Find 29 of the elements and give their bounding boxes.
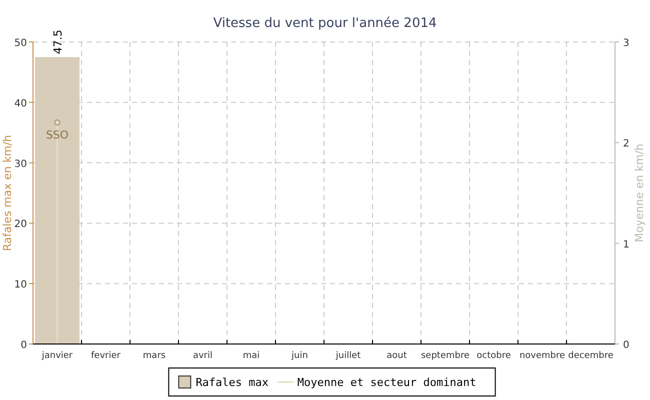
y2-axis-title: Moyenne en km/h xyxy=(633,144,646,242)
x-tick-label: fevrier xyxy=(91,351,121,361)
x-tick-label: novembre xyxy=(519,351,566,361)
x-tick-label: juin xyxy=(290,351,308,361)
y-tick-label: 0 xyxy=(20,340,27,351)
y-tick-label: 40 xyxy=(14,98,27,110)
y2-tick-label: 2 xyxy=(623,138,630,150)
x-tick-label: mai xyxy=(242,351,260,361)
y2-tick-label: 1 xyxy=(623,239,630,250)
chart-title: Vitesse du vent pour l'année 2014 xyxy=(213,16,437,31)
x-tick-label: aout xyxy=(386,351,408,361)
data-label: SSO xyxy=(46,128,69,142)
y-tick-label: 30 xyxy=(14,158,27,170)
legend-label: Moyenne et secteur dominant xyxy=(297,376,476,389)
y-axis-title: Rafales max en km/h xyxy=(1,134,14,252)
y-tick-label: 10 xyxy=(14,280,27,291)
y2-tick-label: 3 xyxy=(623,38,630,49)
x-tick-label: avril xyxy=(192,351,213,361)
y-tick-label: 20 xyxy=(14,219,27,230)
x-tick-label: janvier xyxy=(40,351,73,361)
y-tick-label: 50 xyxy=(14,38,27,49)
data-label: 47.5 xyxy=(51,30,64,54)
x-tick-label: decembre xyxy=(568,351,614,361)
x-tick-label: octobre xyxy=(476,351,512,361)
legend-label: Rafales max xyxy=(196,376,269,389)
x-tick-label: juillet xyxy=(334,351,362,361)
y2-tick-label: 0 xyxy=(623,340,630,351)
x-tick-label: septembre xyxy=(420,351,470,361)
x-tick-label: mars xyxy=(142,351,166,361)
